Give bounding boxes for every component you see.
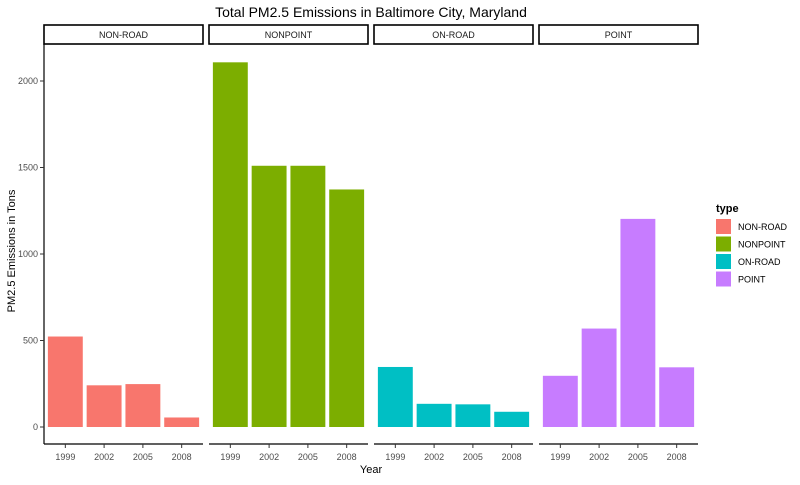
bar-nonpoint-2008	[329, 189, 365, 427]
facet-panel-point: POINT 1999 2002 2005 2008	[538, 24, 699, 462]
y-axis: 0 500 1000 1500 2000	[18, 44, 45, 444]
facet-strip	[538, 24, 699, 45]
x-tick-label: 1999	[220, 452, 240, 462]
facet-panels: NON-ROAD 1999 2002 2005 2008 NONPOINT 1999 2002…	[43, 24, 699, 462]
y-axis-label: PM2.5 Emissions in Tons	[6, 189, 18, 312]
facet-strip	[43, 24, 204, 45]
legend-title: type	[716, 203, 739, 215]
legend-item-point: POINT	[716, 271, 766, 287]
x-tick-label: 2005	[298, 452, 318, 462]
bar-point-2008	[659, 367, 695, 427]
x-tick-label: 1999	[55, 452, 75, 462]
bar-point-2002	[581, 328, 617, 427]
x-tick-label: 2008	[172, 452, 192, 462]
x-tick-label: 1999	[550, 452, 570, 462]
facet-strip-label: NONPOINT	[265, 30, 313, 40]
y-tick-label: 500	[23, 336, 38, 346]
bar-non-road-2002	[86, 385, 122, 427]
facet-strip	[208, 24, 369, 45]
legend-swatch	[716, 254, 731, 269]
y-tick-label: 1500	[18, 163, 38, 173]
y-tick-label: 1000	[18, 249, 38, 259]
bar-non-road-2008	[164, 417, 200, 427]
facet-panel-on-road: ON-ROAD 1999 2002 2005 2008	[373, 24, 534, 462]
bar-point-1999	[542, 375, 578, 427]
x-tick-label: 2005	[463, 452, 483, 462]
facet-strip-label: POINT	[605, 30, 633, 40]
x-axis-label: Year	[360, 464, 383, 476]
bar-nonpoint-1999	[212, 62, 248, 427]
x-tick-label: 2008	[337, 452, 357, 462]
facet-strip	[373, 24, 534, 45]
x-tick-label: 2002	[589, 452, 609, 462]
x-tick-label: 2005	[628, 452, 648, 462]
x-tick-label: 2002	[94, 452, 114, 462]
bar-on-road-1999	[377, 366, 413, 427]
legend-label: ON-ROAD	[738, 257, 781, 267]
x-tick-label: 2008	[502, 452, 522, 462]
x-tick-label: 1999	[385, 452, 405, 462]
y-tick-label: 0	[33, 422, 38, 432]
x-tick-label: 2002	[259, 452, 279, 462]
legend-item-nonpoint: NONPOINT	[716, 236, 786, 252]
legend-label: NON-ROAD	[738, 222, 787, 232]
bar-non-road-2005	[125, 384, 161, 427]
bar-on-road-2008	[494, 411, 530, 427]
legend-item-non-road: NON-ROAD	[716, 219, 787, 234]
facet-strip-label: NON-ROAD	[99, 30, 148, 40]
x-tick-label: 2005	[133, 452, 153, 462]
legend-swatch	[716, 236, 731, 252]
bar-nonpoint-2005	[290, 165, 326, 427]
legend-label: POINT	[738, 275, 766, 285]
legend-swatch	[716, 271, 731, 287]
legend: type NON-ROAD NONPOINT ON-ROAD POINT	[716, 203, 787, 287]
chart-title: Total PM2.5 Emissions in Baltimore City,…	[215, 4, 527, 20]
legend-label: NONPOINT	[738, 240, 786, 250]
bar-on-road-2002	[416, 403, 452, 427]
bar-point-2005	[620, 218, 656, 427]
x-tick-label: 2002	[424, 452, 444, 462]
legend-item-on-road: ON-ROAD	[716, 254, 781, 269]
bar-non-road-1999	[47, 336, 83, 427]
facet-panel-non-road: NON-ROAD 1999 2002 2005 2008	[43, 24, 204, 462]
legend-swatch	[716, 219, 731, 234]
facet-strip-label: ON-ROAD	[432, 30, 475, 40]
x-tick-label: 2008	[667, 452, 687, 462]
bar-nonpoint-2002	[251, 165, 287, 427]
bar-on-road-2005	[455, 404, 491, 427]
y-tick-label: 2000	[18, 76, 38, 86]
facet-panel-nonpoint: NONPOINT 1999 2002 2005 2008	[208, 24, 369, 462]
